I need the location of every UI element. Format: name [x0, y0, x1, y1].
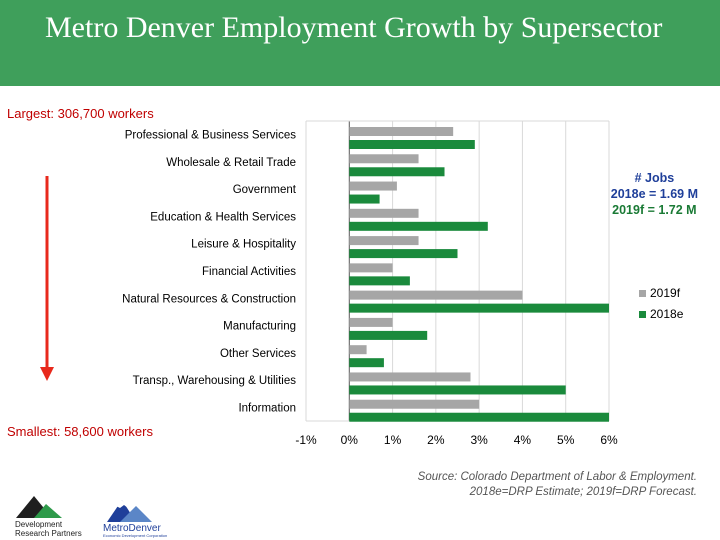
x-tick-label: 2%: [427, 433, 445, 447]
legend-label-2019f: 2019f: [650, 286, 681, 300]
logos: Development Research Partners MetroDenve…: [15, 496, 167, 538]
drp-logo: Development Research Partners: [15, 496, 82, 538]
metro-denver-logo: MetroDenver Economic Development Corpora…: [103, 500, 167, 538]
source-line-2: 2018e=DRP Estimate; 2019f=DRP Forecast.: [469, 486, 697, 498]
bar-2019f-2: [349, 181, 397, 191]
page-title: Metro Denver Employment Growth by Supers…: [45, 11, 663, 44]
x-tick-label: -1%: [295, 433, 317, 447]
metro-denver-logo-text: MetroDenver: [103, 523, 161, 534]
bar-2019f-3: [349, 208, 419, 218]
bar-2019f-5: [349, 263, 393, 273]
source-note: Source: Colorado Department of Labor & E…: [418, 470, 697, 500]
category-label: Information: [238, 402, 296, 414]
category-label: Government: [233, 184, 297, 196]
jobs-2019f: 2019f = 1.72 M: [612, 203, 697, 217]
category-label: Natural Resources & Construction: [122, 293, 296, 305]
bar-2019f-1: [349, 154, 419, 164]
ranking-arrow-head: [40, 367, 54, 381]
category-label: Education & Health Services: [150, 211, 296, 223]
bar-2019f-10: [349, 399, 480, 409]
bar-2018e-4: [349, 249, 458, 259]
legend-swatch-2018e: [639, 311, 646, 318]
bar-2018e-7: [349, 330, 428, 340]
x-tick-label: 0%: [341, 433, 359, 447]
bar-2018e-8: [349, 358, 384, 368]
metro-denver-logo-subtext: Economic Development Corporation: [103, 533, 167, 538]
title-banner: [0, 0, 720, 86]
bar-2019f-6: [349, 290, 523, 300]
category-label: Manufacturing: [223, 321, 296, 333]
x-tick-label: 5%: [557, 433, 575, 447]
bar-2018e-0: [349, 140, 475, 149]
x-tick-label: 6%: [600, 433, 618, 447]
legend-label-2018e: 2018e: [650, 307, 684, 321]
x-tick-label: 1%: [384, 433, 402, 447]
bar-2018e-3: [349, 221, 488, 231]
jobs-title: # Jobs: [634, 171, 675, 185]
smallest-label: Smallest: 58,600 workers: [7, 424, 153, 439]
source-line-1: Source: Colorado Department of Labor & E…: [417, 471, 697, 483]
bar-2019f-7: [349, 317, 393, 327]
category-label: Transp., Warehousing & Utilities: [133, 375, 297, 387]
legend-swatch-2019f: [639, 290, 646, 297]
x-tick-label: 4%: [514, 433, 532, 447]
bar-2018e-10: [349, 412, 609, 422]
jobs-summary: # Jobs 2018e = 1.69 M 2019f = 1.72 M: [611, 170, 698, 218]
bar-2018e-5: [349, 276, 410, 286]
bar-2019f-8: [349, 345, 367, 355]
bar-2018e-6: [349, 303, 609, 313]
bar-2019f-4: [349, 236, 419, 246]
bar-2019f-9: [349, 372, 471, 382]
bar-2018e-1: [349, 167, 445, 177]
bar-2019f-0: [349, 127, 454, 136]
category-label: Wholesale & Retail Trade: [166, 157, 296, 169]
category-label: Leisure & Hospitality: [191, 239, 296, 251]
drp-logo-line-1: Development: [15, 520, 63, 529]
jobs-2018e: 2018e = 1.69 M: [610, 187, 698, 201]
bar-2018e-9: [349, 385, 566, 395]
drp-logo-line-2: Research Partners: [15, 529, 82, 538]
category-label: Other Services: [220, 348, 296, 360]
category-label: Financial Activities: [202, 266, 296, 278]
largest-label: Largest: 306,700 workers: [7, 106, 154, 121]
bar-2018e-2: [349, 194, 380, 204]
x-tick-label: 3%: [470, 433, 488, 447]
category-label: Professional & Business Services: [125, 130, 297, 142]
